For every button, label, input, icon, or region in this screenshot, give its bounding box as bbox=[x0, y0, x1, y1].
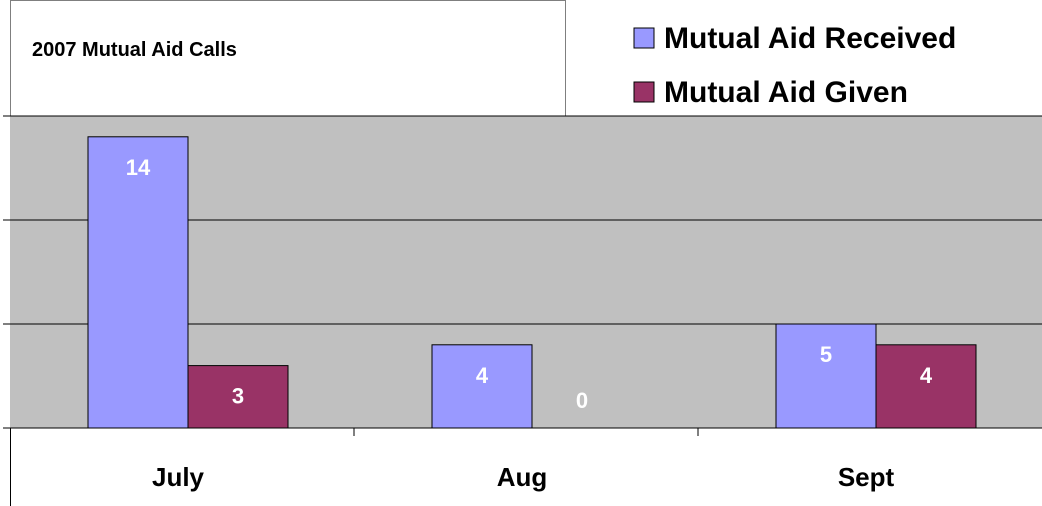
bar-given-july bbox=[187, 365, 289, 429]
legend-label-given: Mutual Aid Given bbox=[664, 76, 908, 109]
data-label-given-july: 3 bbox=[232, 384, 244, 409]
data-label-given-sept: 4 bbox=[920, 363, 933, 388]
bar-received-sept bbox=[775, 323, 877, 429]
x-tick-label-aug: Aug bbox=[497, 462, 548, 492]
data-labels: 14 3 4 0 5 4 bbox=[126, 155, 933, 413]
x-tick-label-sept: Sept bbox=[838, 462, 895, 492]
bar-received-aug bbox=[431, 344, 533, 429]
legend-item-received: Mutual Aid Received bbox=[633, 22, 956, 55]
legend-swatch-given bbox=[633, 81, 655, 103]
data-label-received-july: 14 bbox=[126, 155, 151, 180]
legend-label-received: Mutual Aid Received bbox=[664, 22, 956, 55]
bar-given-sept bbox=[875, 344, 977, 429]
data-label-given-aug: 0 bbox=[576, 388, 588, 413]
axes: July Aug Sept bbox=[3, 115, 1042, 492]
legend: Mutual Aid Received Mutual Aid Given bbox=[633, 22, 956, 109]
x-tick-label-july: July bbox=[152, 462, 205, 492]
chart-title: 2007 Mutual Aid Calls bbox=[32, 39, 237, 61]
legend-swatch-received bbox=[633, 27, 655, 49]
bar-received-july bbox=[87, 136, 189, 429]
bars bbox=[87, 136, 977, 429]
data-label-received-aug: 4 bbox=[476, 363, 489, 388]
data-label-received-sept: 5 bbox=[820, 342, 832, 367]
legend-item-given: Mutual Aid Given bbox=[633, 76, 908, 109]
